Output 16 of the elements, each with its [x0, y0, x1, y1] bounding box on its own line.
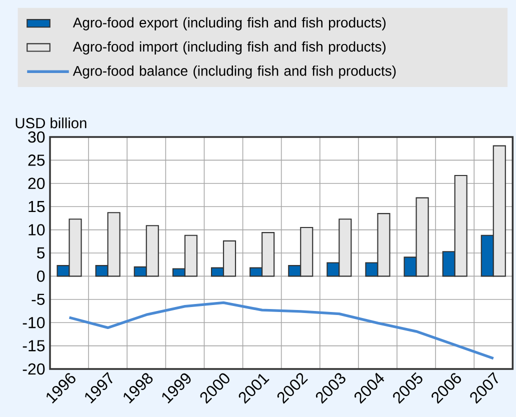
y-tick-label: 15: [28, 201, 45, 212]
legend-label: Agro-food import (including fish and fish products): [72, 41, 386, 54]
legend-label: Agro-food balance (including fish and fish products): [72, 66, 396, 79]
y-tick-label: -5: [32, 294, 45, 305]
y-tick-label: -10: [22, 316, 45, 328]
y-tick-label: 25: [28, 154, 45, 166]
y-axis-title: USD billion: [16, 118, 86, 128]
y-tick-label: 0: [37, 270, 45, 282]
y-tick-label: 20: [28, 178, 45, 190]
y-tick-label: 30: [28, 131, 45, 143]
y-tick-label: -20: [22, 363, 45, 375]
legend-label: Agro-food export (including fish and fish products): [72, 17, 386, 30]
y-tick-label: 10: [28, 224, 45, 236]
y-tick-label: -15: [22, 340, 45, 352]
y-tick-label: 5: [37, 247, 45, 259]
line-series: [68, 301, 495, 360]
